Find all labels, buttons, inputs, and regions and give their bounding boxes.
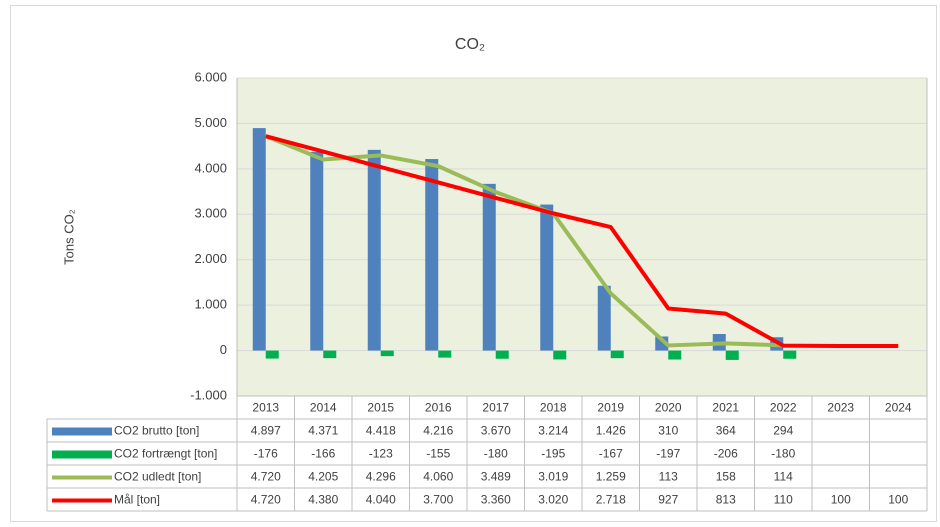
bar <box>597 285 611 351</box>
table-value: 4.897 <box>251 424 281 438</box>
table-value: 3.020 <box>538 493 568 507</box>
table-value: 114 <box>774 470 793 484</box>
legend-label: CO2 fortrængt [ton] <box>114 447 217 461</box>
table-value: 4.205 <box>308 470 338 484</box>
table-value: 3.360 <box>481 493 511 507</box>
table-value: 3.214 <box>538 424 568 438</box>
table-value: 100 <box>831 493 851 507</box>
table-value: -180 <box>771 447 795 461</box>
x-tick-label: 2018 <box>540 401 567 415</box>
bar <box>783 350 797 359</box>
table-value: 4.720 <box>251 470 281 484</box>
bar <box>323 350 337 359</box>
bar <box>380 350 394 357</box>
table-value: 927 <box>658 493 678 507</box>
y-tick-label: 0 <box>220 342 227 357</box>
x-tick-label: 2015 <box>367 401 394 415</box>
table-value: 100 <box>888 493 908 507</box>
table-value: -195 <box>541 447 565 461</box>
x-tick-label: 2019 <box>597 401 624 415</box>
bar <box>310 152 324 351</box>
table-value: 3.670 <box>481 424 511 438</box>
table-value: -206 <box>714 447 738 461</box>
table-value: -166 <box>311 447 335 461</box>
table-value: -123 <box>369 447 393 461</box>
x-tick-label: 2021 <box>712 401 739 415</box>
chart-title: CO₂ <box>455 36 485 53</box>
x-tick-label: 2013 <box>252 401 279 415</box>
plot-area <box>237 78 927 396</box>
y-tick-label: 6.000 <box>194 69 227 84</box>
line <box>265 134 899 349</box>
x-tick-label: 2014 <box>310 401 337 415</box>
legend-key <box>52 450 112 459</box>
table-value: 364 <box>716 424 736 438</box>
bar <box>367 149 381 351</box>
y-tick-label: 3.000 <box>194 206 227 221</box>
y-tick-label: 1.000 <box>194 297 227 312</box>
x-tick-label: 2024 <box>885 401 912 415</box>
table-value: 4.060 <box>423 470 453 484</box>
table-value: 158 <box>716 470 736 484</box>
table-value: 4.296 <box>366 470 396 484</box>
legend-label: CO2 brutto [ton] <box>114 424 199 438</box>
table-value: 310 <box>658 424 678 438</box>
table-value: -155 <box>426 447 450 461</box>
bar <box>438 350 452 358</box>
table-value: 110 <box>774 493 793 507</box>
table-value: 3.489 <box>481 470 511 484</box>
table-value: 1.426 <box>596 424 626 438</box>
table-value: 813 <box>716 493 736 507</box>
table-value: 2.718 <box>596 493 626 507</box>
table-value: 113 <box>659 470 678 484</box>
bar <box>540 204 554 351</box>
table-value: 4.371 <box>308 424 338 438</box>
table-value: -176 <box>254 447 278 461</box>
bar <box>725 350 739 360</box>
x-tick-label: 2017 <box>482 401 509 415</box>
legend-key <box>52 427 112 436</box>
table-value: 1.259 <box>596 470 626 484</box>
legend-label: CO2 udledt [ton] <box>114 470 201 484</box>
y-tick-label: 4.000 <box>194 160 227 175</box>
legend-label: Mål [ton] <box>114 493 160 507</box>
bar <box>668 350 682 360</box>
table-value: 4.216 <box>423 424 453 438</box>
bar <box>610 350 624 359</box>
x-tick-label: 2023 <box>827 401 854 415</box>
table-value: -167 <box>599 447 623 461</box>
bar <box>252 128 266 351</box>
table-value: -197 <box>656 447 680 461</box>
y-tick-label: -1.000 <box>190 387 227 402</box>
table-value: 3.019 <box>538 470 568 484</box>
table-value: -180 <box>484 447 508 461</box>
table-value: 3.700 <box>423 493 453 507</box>
y-axis-label: Tons CO₂ <box>61 209 76 265</box>
bar <box>495 350 509 359</box>
x-tick-label: 2022 <box>770 401 797 415</box>
bar <box>265 350 279 359</box>
y-tick-label: 2.000 <box>194 251 227 266</box>
y-tick-label: 5.000 <box>194 115 227 130</box>
x-tick-label: 2020 <box>655 401 682 415</box>
table-value: 4.720 <box>251 493 281 507</box>
x-tick-label: 2016 <box>425 401 452 415</box>
table-value: 4.380 <box>308 493 338 507</box>
table-value: 4.040 <box>366 493 396 507</box>
table-value: 294 <box>773 424 793 438</box>
table-value: 4.418 <box>366 424 396 438</box>
bar <box>425 159 439 351</box>
bar <box>482 183 496 351</box>
bar <box>553 350 567 360</box>
